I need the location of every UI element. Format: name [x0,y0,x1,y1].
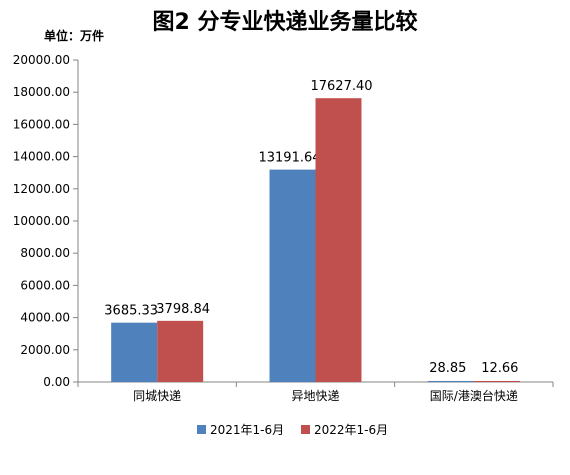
data-label: 12.66 [481,361,518,376]
x-tick-label: 异地快递 [291,389,339,403]
data-label: 13191.64 [258,151,320,166]
bar [473,381,520,382]
data-label: 28.85 [429,361,466,376]
y-tick-label: 20000.00 [13,53,70,67]
y-tick-label: 10000.00 [13,214,70,228]
y-tick-label: 6000.00 [20,278,70,292]
bar [269,169,316,382]
data-label: 17627.40 [310,79,372,94]
unit-label: 单位：万件 [44,29,105,43]
y-tick-label: 14000.00 [13,150,70,164]
chart-title: 图2 分专业快递业务量比较 [152,10,418,35]
bar [427,381,474,382]
y-tick-label: 0.00 [43,375,70,389]
x-tick-label: 同城快递 [133,389,181,403]
bar [157,320,204,382]
y-tick-label: 4000.00 [20,311,70,325]
y-tick-label: 8000.00 [20,246,70,260]
y-tick-label: 2000.00 [20,343,70,357]
data-label: 3685.33 [104,304,158,319]
bar [111,322,158,382]
data-label: 3798.84 [156,302,210,317]
legend-label: 2022年1-6月 [314,423,388,437]
legend-swatch [301,425,310,434]
legend-swatch [197,425,206,434]
y-tick-label: 12000.00 [13,182,70,196]
y-tick-label: 18000.00 [13,85,70,99]
bar [315,98,362,383]
legend-label: 2021年1-6月 [210,423,284,437]
x-tick-label: 国际/港澳台快递 [430,388,518,403]
y-tick-label: 16000.00 [13,117,70,131]
